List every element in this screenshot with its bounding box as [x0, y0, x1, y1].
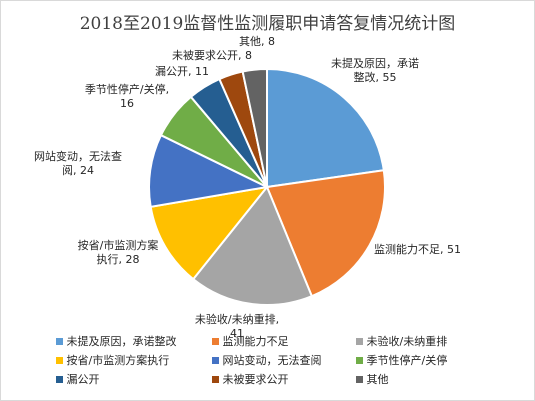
legend-item-1: 未提及原因，承诺整改: [55, 333, 204, 349]
data-label-7: 漏公开, 11: [155, 65, 209, 78]
pie-slices: [148, 67, 386, 306]
pie-slice-4: [149, 185, 270, 281]
legend: 未提及原因，承诺整改 监测能力不足 未验收/未纳重排按省/市监测方案执行 网站变动，无…: [1, 333, 534, 387]
pie-slice-2: [265, 169, 386, 298]
data-label-6: 季节性停产/关停, 16: [85, 82, 169, 110]
data-label-3: 未验收/未纳重排, 41: [195, 312, 279, 340]
chart-title: 2018至2019监督性监测履职申请答复情况统计图: [79, 14, 456, 34]
legend-item-5: 网站变动，无法查阅: [211, 352, 348, 368]
legend-item-8: 未被要求公开: [211, 371, 348, 387]
legend-swatch: [211, 337, 219, 345]
pie-slice-3: [191, 185, 314, 306]
legend-swatch: [55, 337, 63, 345]
data-label-5: 网站变动，无法查阅, 24: [34, 149, 122, 177]
legend-swatch: [211, 356, 219, 364]
legend-item-6: 季节性停产/关停: [355, 352, 486, 368]
legend-item-4: 按省/市监测方案执行: [55, 352, 204, 368]
legend-label: 网站变动，无法查阅: [222, 354, 322, 367]
legend-label: 监测能力不足: [222, 335, 289, 348]
pie-slice-5: [148, 133, 271, 208]
legend-label: 按省/市监测方案执行: [66, 354, 170, 367]
legend-swatch: [55, 356, 63, 364]
legend-item-7: 漏公开: [55, 371, 204, 387]
legend-label: 漏公开: [66, 373, 100, 386]
legend-label: 未提及原因，承诺整改: [66, 335, 177, 348]
data-label-2: 监测能力不足, 51: [374, 242, 461, 256]
legend-swatch: [355, 356, 363, 364]
legend-label: 其他: [366, 373, 389, 386]
data-label-8: 未被要求公开, 8: [172, 49, 252, 62]
pie-data-labels: 未提及原因，承诺整改, 55 监测能力不足, 51 未验收/未纳重排, 41 按省/市监…: [34, 35, 461, 340]
legend-swatch: [355, 375, 363, 383]
legend-label: 未被要求公开: [222, 373, 289, 386]
legend-item-3: 未验收/未纳重排: [355, 333, 486, 349]
pie-slice-1: [266, 67, 385, 189]
data-label-1: 未提及原因，承诺整改, 55: [331, 57, 419, 84]
legend-swatch: [55, 375, 63, 383]
data-label-4: 按省/市监测方案执行, 28: [78, 238, 159, 266]
legend-item-2: 监测能力不足: [211, 333, 348, 349]
legend-label: 季节性停产/关停: [366, 354, 448, 367]
legend-swatch: [355, 337, 363, 345]
legend-label: 未验收/未纳重排: [366, 335, 448, 348]
legend-swatch: [211, 375, 219, 383]
legend-item-9: 其他: [355, 371, 486, 387]
data-label-9: 其他, 8: [239, 35, 275, 48]
pie-slice-9: [241, 67, 268, 188]
